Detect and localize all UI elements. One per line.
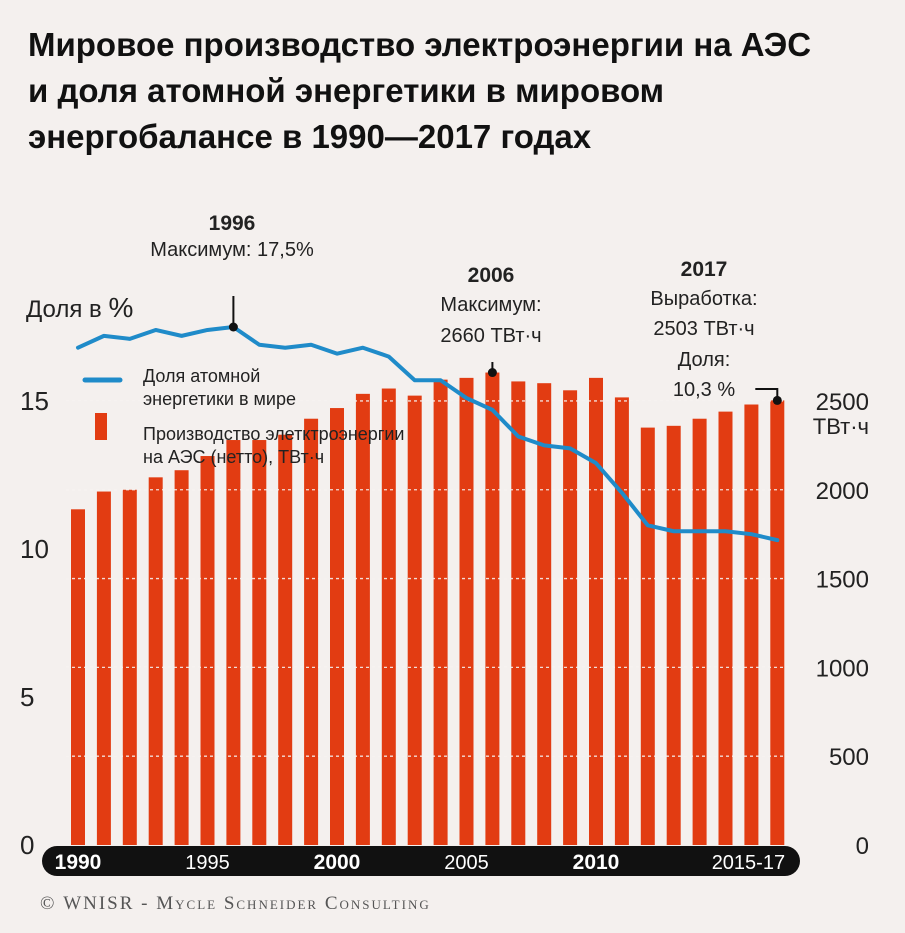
annotation-text: Максимум: (440, 294, 541, 316)
line-series (76, 325, 780, 543)
bar-1995 (200, 456, 215, 845)
bar-1994 (174, 470, 189, 845)
right-tick-label: 1000 (816, 655, 869, 682)
bar-2006 (485, 372, 500, 845)
x-tick-label: 2005 (444, 852, 489, 874)
bar-1998 (278, 434, 293, 845)
legend-line-label: Доля атомной (143, 366, 260, 386)
bar-series (66, 372, 790, 845)
x-axis: 1990 1995 2000 2005 2010 2015-17 (42, 846, 800, 876)
title-line-2: и доля атомной энергетики в мировом (28, 72, 665, 109)
legend-bar-label: Производство элетктроэнергии (143, 424, 404, 444)
bar-2002 (381, 388, 396, 845)
bar-2001 (355, 393, 370, 845)
title-line-1: Мировое производство электроэнергии на А… (28, 26, 812, 63)
annotation-dot (772, 395, 782, 405)
left-tick-label: 0 (20, 830, 34, 860)
x-tick-label: 1990 (55, 851, 102, 874)
bar-2009 (563, 390, 578, 845)
copyright-symbol: © (40, 893, 57, 914)
title-line-3: энергобалансе в 1990—2017 годах (28, 118, 592, 155)
annotation-year: 2017 (681, 258, 728, 281)
annotation-dot (487, 368, 497, 378)
bar-2003 (407, 395, 422, 845)
x-tick-label: 2000 (314, 851, 361, 874)
bar-2011 (614, 397, 629, 845)
legend-bar-swatch (95, 413, 107, 440)
credit: © WNISR - Mycle Schneider Consulting (40, 893, 431, 915)
legend: Доля атомной энергетики в мире Производств… (82, 366, 404, 467)
bar-2014 (692, 418, 707, 845)
share-line (76, 325, 780, 543)
annotation-text: 10,3 % (673, 379, 735, 401)
x-axis-band (42, 846, 800, 876)
bar-2005 (459, 377, 474, 845)
bar-2012 (640, 427, 655, 845)
left-tick-label: 15 (20, 386, 49, 416)
annotation-dot (228, 322, 238, 332)
right-tick-label: 1500 (816, 567, 869, 594)
bar-1991 (96, 491, 111, 845)
credit-org: WNISR - Mycle Schneider Consulting (63, 893, 431, 914)
annotation-text: 2503 ТВт·ч (653, 318, 754, 340)
x-tick-label: 1995 (185, 852, 230, 874)
bar-1999 (304, 418, 319, 845)
right-tick-label: 500 (829, 744, 869, 771)
right-tick-label: 2000 (816, 478, 869, 505)
bar-2007 (511, 381, 526, 845)
bar-1997 (252, 440, 267, 845)
bar-1993 (148, 477, 163, 845)
right-tick-label: 0 (856, 833, 869, 860)
bar-2013 (666, 425, 681, 845)
bar-1996 (226, 440, 241, 845)
annotation-year: 2006 (468, 264, 515, 287)
bar-2004 (433, 379, 448, 845)
annotation-text: 2660 ТВт·ч (440, 325, 541, 347)
left-axis: 0 5 10 15 Доля в % (20, 292, 133, 860)
left-tick-label: 5 (20, 682, 34, 712)
chart-title: Мировое производство электроэнергии на А… (28, 22, 888, 160)
legend-line-label: энергетики в мире (143, 389, 296, 409)
annotation-text: Выработка: (650, 288, 757, 310)
annotations: 1996 Максимум: 17,5% 2006 Максимум: 2660 ТВт… (150, 212, 782, 405)
right-axis-label: ТВт·ч (813, 414, 869, 439)
annotation-text: Максимум: 17,5% (150, 239, 314, 261)
bar-2015 (718, 411, 733, 845)
annotation-year: 1996 (209, 212, 256, 235)
bar-2010 (589, 377, 603, 845)
left-tick-label: 10 (20, 534, 49, 564)
bar-2000 (330, 408, 344, 845)
bar-2017 (770, 400, 785, 845)
x-tick-label: 2010 (573, 851, 620, 874)
left-axis-label: Доля в % (26, 292, 133, 323)
bar-2016 (744, 404, 759, 845)
right-tick-label: 2500 (816, 389, 869, 416)
bar-2008 (537, 383, 552, 845)
bar-1990 (71, 509, 85, 845)
legend-bar-label: на АЭС (нетто), ТВт·ч (143, 447, 324, 467)
x-tick-label: 2015-17 (712, 852, 785, 874)
annotation-text: Доля: (678, 349, 731, 371)
